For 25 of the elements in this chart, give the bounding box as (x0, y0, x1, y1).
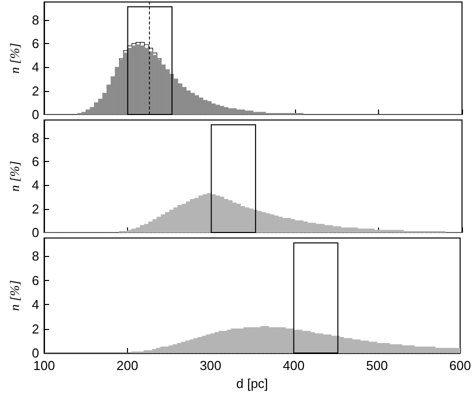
y-tick-label: 6 (32, 272, 40, 288)
y-tick-label: 4 (32, 297, 40, 312)
x-tick-label: 400 (282, 358, 305, 373)
y-tick-label: 0 (32, 346, 40, 360)
y-tick-label: 6 (32, 36, 40, 51)
y-tick-label: 2 (32, 201, 40, 216)
y-tick-label: 4 (32, 178, 40, 193)
y-tick-label: 6 (32, 154, 40, 169)
x-tick-label: 200 (116, 358, 138, 373)
y-tick-label: 2 (32, 321, 40, 336)
y-tick-label: 8 (32, 130, 40, 146)
y-axis-title: n [%] (7, 280, 22, 311)
y-tick-label: 8 (32, 248, 40, 264)
y-axis-title: n [%] (7, 160, 22, 192)
y-tick-label: 4 (32, 60, 40, 75)
y-axis-title: n [%] (7, 42, 22, 74)
x-tick-label: 300 (200, 358, 222, 373)
x-axis-title: d [pc] (236, 376, 268, 391)
x-tick-label: 600 (449, 358, 472, 373)
y-tick-label: 2 (32, 83, 40, 98)
y-tick-label: 0 (32, 225, 40, 240)
y-tick-label: 0 (32, 107, 40, 122)
y-tick-label: 8 (32, 12, 40, 28)
x-tick-label: 500 (366, 358, 388, 373)
x-tick-label: 100 (33, 358, 55, 373)
